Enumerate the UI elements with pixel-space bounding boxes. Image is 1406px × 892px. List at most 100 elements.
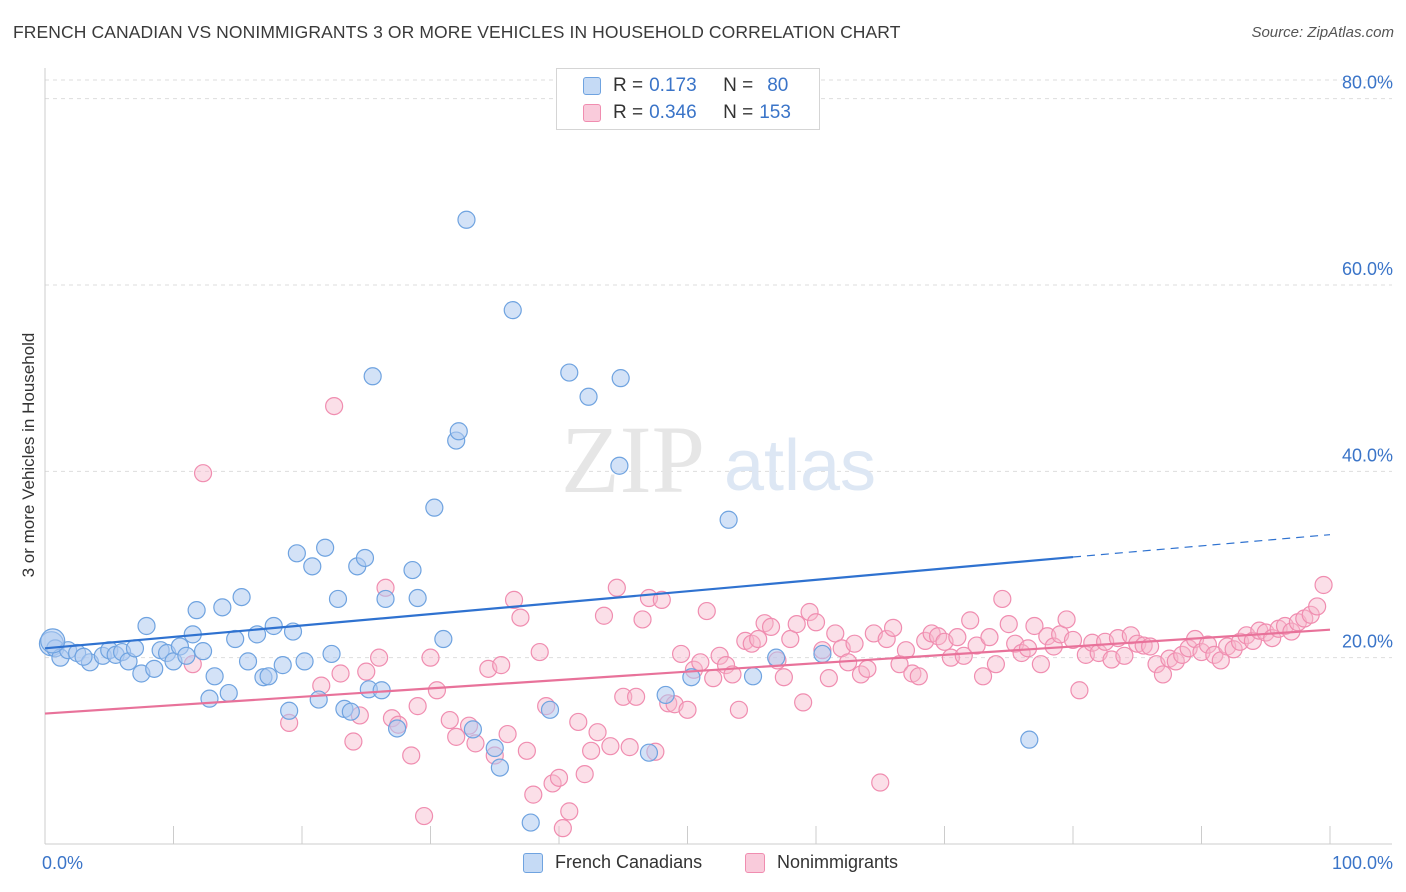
nonimmigrants-point — [973, 667, 993, 686]
nonimmigrants-point — [421, 648, 440, 667]
french-canadians-point — [610, 456, 629, 475]
nonimmigrants-point — [819, 669, 838, 688]
nonimmigrants-point — [517, 741, 536, 760]
nonimmigrants-point — [427, 681, 447, 700]
nonimmigrants-point — [504, 590, 524, 609]
legend-n-value: 80 — [767, 75, 789, 96]
y-tick-label: 80.0% — [1342, 73, 1393, 93]
nonimmigrants-point — [1198, 635, 1218, 654]
french-canadians-point — [579, 387, 598, 406]
french-canadians-point — [387, 719, 407, 738]
nonimmigrants-point — [402, 746, 421, 765]
legend-r-label: R = — [613, 75, 644, 96]
french-canadians-point — [200, 689, 219, 708]
nonimmigrants-point — [845, 634, 864, 653]
nonimmigrants-point — [954, 646, 973, 665]
nonimmigrants-point — [761, 617, 781, 637]
nonimmigrants-point — [1057, 610, 1076, 629]
french-canadians-point — [187, 601, 206, 620]
legend-swatch-pink — [583, 104, 601, 122]
nonimmigrants-point — [594, 606, 614, 625]
nonimmigrants-point — [1031, 655, 1050, 674]
nonimmigrants-point — [560, 802, 579, 821]
french-canadians-trend-extension — [1072, 534, 1331, 558]
french-canadians-point — [341, 702, 360, 721]
nonimmigrants-point — [980, 628, 999, 647]
nonimmigrants-point — [729, 700, 749, 719]
legend-n-label: N = — [723, 75, 754, 96]
french-canadians-point — [490, 758, 509, 777]
nonimmigrants-point — [588, 723, 607, 742]
axes: 20.0% 40.0% 60.0% 80.0% 0.0% 100.0% — [42, 68, 1393, 873]
nonimmigrants-point — [549, 768, 569, 787]
nonimmigrants-point — [723, 665, 742, 684]
nonimmigrants-point — [344, 732, 363, 751]
french-canadians-point — [125, 639, 145, 658]
nonimmigrants-point — [877, 629, 896, 649]
watermark: ZIP atlas — [561, 406, 876, 513]
watermark-atlas: atlas — [724, 426, 876, 506]
french-canadians-point — [813, 644, 832, 664]
french-canadians-point — [145, 659, 164, 678]
nonimmigrants-point — [1314, 575, 1333, 595]
legend-row-french-canadians: R = 0.173 N = 80 — [583, 73, 788, 99]
nonimmigrants-point — [1063, 630, 1083, 650]
french-canadians-point — [259, 667, 278, 686]
series-legend-french-canadians[interactable]: French Canadians — [523, 852, 702, 873]
nonimmigrants-point — [961, 611, 980, 630]
legend-n-value: 153 — [759, 102, 791, 123]
french-canadians-point — [457, 210, 476, 229]
french-canadians-point — [264, 616, 283, 636]
nonimmigrants-point — [626, 687, 646, 706]
french-canadians-point — [74, 647, 93, 666]
french-canadians-point — [205, 667, 224, 686]
nonimmigrants-point — [325, 396, 344, 416]
nonimmigrants-point — [582, 741, 601, 760]
french-canadians-point — [238, 652, 258, 671]
source-label: Source: ZipAtlas.com — [1251, 24, 1394, 41]
french-canadians-point — [463, 720, 483, 739]
french-canadians-point — [316, 538, 335, 557]
french-canadians-point — [611, 369, 630, 388]
french-canadians-point — [363, 367, 382, 386]
nonimmigrants-point — [774, 668, 793, 687]
nonimmigrants-point — [633, 610, 652, 629]
french-canadians-point — [560, 363, 579, 382]
series-swatch-pink — [745, 852, 765, 873]
french-canadians-point — [503, 301, 522, 320]
nonimmigrants-point — [553, 819, 572, 838]
nonimmigrants-point — [414, 806, 434, 826]
nonimmigrants-point — [993, 589, 1012, 609]
nonimmigrants-point — [794, 693, 813, 712]
nonimmigrants-point — [697, 601, 716, 621]
nonimmigrants-point — [967, 636, 986, 655]
french-canadians-point — [719, 510, 738, 529]
series-legend-nonimmigrants[interactable]: Nonimmigrants — [745, 852, 898, 873]
french-canadians-point — [273, 656, 292, 675]
legend-row-nonimmigrants: R = 0.346 N = 153 — [583, 100, 791, 126]
legend-swatch-blue — [583, 77, 601, 95]
nonimmigrants-point — [1308, 597, 1327, 616]
nonimmigrants-point — [370, 648, 389, 667]
nonimmigrants-point — [871, 773, 890, 792]
french-canadians-point — [328, 589, 348, 609]
grid-lines — [45, 79, 1392, 659]
nonimmigrants-point — [607, 578, 626, 597]
french-canadians-point — [1020, 730, 1039, 749]
nonimmigrants-point — [530, 642, 549, 662]
nonimmigrants-point — [710, 646, 729, 665]
nonimmigrants-point — [858, 659, 877, 678]
french-canadians-point — [425, 498, 444, 517]
nonimmigrants-point — [620, 738, 639, 757]
french-canadians-point — [449, 422, 468, 441]
nonimmigrants-point — [704, 669, 723, 688]
french-canadians-point — [40, 628, 66, 654]
nonimmigrants-point — [1243, 631, 1263, 650]
french-canadians-point — [743, 667, 763, 686]
nonimmigrants-point — [1025, 616, 1044, 636]
nonimmigrants-point — [787, 615, 806, 634]
nonimmigrants-point — [575, 765, 594, 784]
french-canadians-point — [193, 642, 213, 661]
trend-lines — [44, 534, 1331, 715]
french-canadians-point — [403, 560, 422, 580]
